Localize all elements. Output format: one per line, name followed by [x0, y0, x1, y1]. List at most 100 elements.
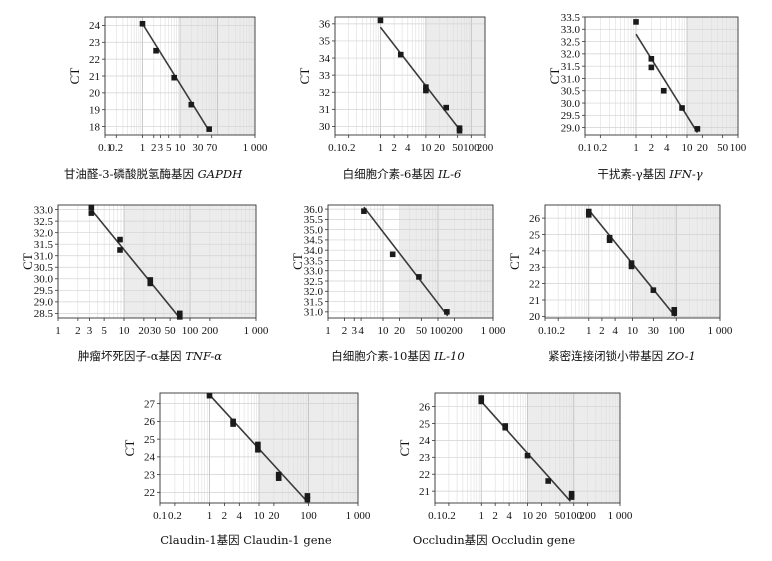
x-tick-label: 2	[222, 510, 228, 522]
x-tick-label: 4	[237, 510, 243, 522]
y-tick-label: 31.5	[304, 296, 324, 308]
x-tick-label: 50	[717, 142, 729, 154]
y-tick-label: 32.0	[304, 286, 324, 298]
y-axis-label: CT	[507, 253, 522, 270]
caption-chinese: 干扰素-γ基因	[597, 167, 669, 181]
regression-line	[90, 209, 181, 319]
x-tick-label: 4	[405, 142, 411, 154]
y-tick-label: 20	[89, 88, 101, 100]
y-tick-label: 29.5	[34, 285, 54, 297]
data-point	[650, 287, 657, 293]
y-tick-label: 34	[319, 53, 331, 65]
y-tick-label: 19	[89, 105, 101, 117]
x-tick-label: 20	[536, 510, 548, 522]
y-tick-label: 26	[419, 401, 431, 413]
y-tick-label: 34.0	[304, 245, 324, 257]
x-tick-label: 2	[151, 142, 157, 154]
caption-chinese: Claudin-1基因	[160, 533, 243, 547]
y-tick-label: 32.0	[34, 227, 54, 239]
data-point	[275, 471, 282, 478]
x-tick-label: 10	[627, 325, 639, 337]
data-point	[478, 395, 485, 401]
caption-chinese: 白细胞介素-10基因	[331, 349, 434, 363]
regression-line	[379, 26, 462, 133]
x-tick-label: 1 000	[244, 325, 269, 337]
y-tick-label: 25	[529, 229, 541, 241]
x-tick-label: 100	[430, 325, 447, 337]
x-tick-label: 1	[207, 510, 213, 522]
caption-gene-name: TNF-α	[185, 349, 222, 363]
data-point	[255, 441, 261, 448]
y-tick-label: 35.5	[304, 214, 324, 226]
x-tick-label: 0.1	[578, 142, 592, 154]
caption-chinese: 肿瘤坏死因子-α基因	[78, 349, 185, 363]
data-point	[147, 280, 154, 287]
x-tick-label: 100	[182, 325, 199, 337]
x-tick-label: 1	[479, 510, 485, 522]
x-tick-label: 20	[434, 142, 446, 154]
y-tick-label: 32.0	[561, 49, 581, 61]
y-tick-label: 36.0	[304, 204, 324, 216]
x-tick-label: 100	[566, 510, 583, 522]
data-point	[568, 490, 575, 497]
data-point	[423, 87, 429, 94]
x-tick-label: 1	[55, 325, 61, 337]
x-tick-label: 1 000	[481, 325, 506, 337]
y-tick-label: 21	[529, 295, 540, 307]
x-tick-label: 200	[446, 325, 463, 337]
data-point	[230, 421, 236, 427]
data-point	[443, 104, 449, 111]
data-point	[117, 247, 123, 253]
chart-panel-3: 29.029.530.030.531.031.532.032.533.033.5…	[547, 12, 747, 181]
x-tick-label: 20	[697, 142, 709, 154]
y-tick-label: 31.0	[561, 73, 581, 85]
chart-caption: Claudin-1基因 Claudin-1 gene	[160, 533, 332, 547]
data-point	[671, 310, 678, 316]
y-tick-label: 23	[529, 262, 541, 274]
x-tick-label: 10	[119, 325, 131, 337]
data-point	[147, 277, 154, 283]
x-tick-label: 1 000	[346, 510, 371, 522]
y-tick-label: 30.5	[561, 86, 581, 98]
data-point	[255, 446, 261, 453]
y-tick-label: 21	[419, 486, 430, 498]
y-tick-label: 22	[419, 469, 430, 481]
data-point	[176, 314, 183, 320]
chart-caption: 紧密连接闭锁小带基因 ZO-1	[548, 349, 696, 363]
x-tick-label: 2	[599, 325, 605, 337]
x-tick-label: 0.2	[168, 510, 182, 522]
regression-line	[363, 206, 449, 317]
x-tick-label: 100	[668, 325, 685, 337]
data-point	[304, 493, 311, 499]
y-tick-label: 25	[144, 434, 156, 446]
x-tick-label: 50	[452, 142, 464, 154]
data-point	[679, 105, 685, 111]
caption-gene-name: ZO-1	[666, 349, 696, 363]
y-axis-label: CT	[20, 253, 35, 270]
y-tick-label: 26	[144, 416, 156, 428]
data-point	[502, 424, 509, 431]
data-point	[633, 19, 639, 25]
y-tick-label: 24	[144, 452, 156, 464]
x-tick-label: 100	[730, 142, 747, 154]
x-tick-label: 1	[586, 325, 592, 337]
y-tick-label: 22	[144, 487, 155, 499]
data-point	[188, 101, 195, 108]
y-tick-label: 21	[89, 71, 100, 83]
caption-chinese: Occludin基因	[413, 533, 492, 547]
x-tick-label: 10	[254, 510, 266, 522]
x-tick-label: 2	[342, 325, 348, 337]
y-tick-label: 35	[319, 36, 331, 48]
x-tick-label: 4	[612, 325, 618, 337]
y-tick-label: 29.5	[561, 110, 581, 122]
y-tick-label: 23	[144, 469, 156, 481]
x-tick-label: 10	[175, 142, 187, 154]
y-tick-label: 30.0	[34, 274, 54, 286]
y-axis-label: CT	[397, 440, 412, 457]
x-tick-label: 200	[202, 325, 219, 337]
x-tick-label: 1 000	[708, 325, 733, 337]
x-tick-label: 1	[378, 142, 384, 154]
